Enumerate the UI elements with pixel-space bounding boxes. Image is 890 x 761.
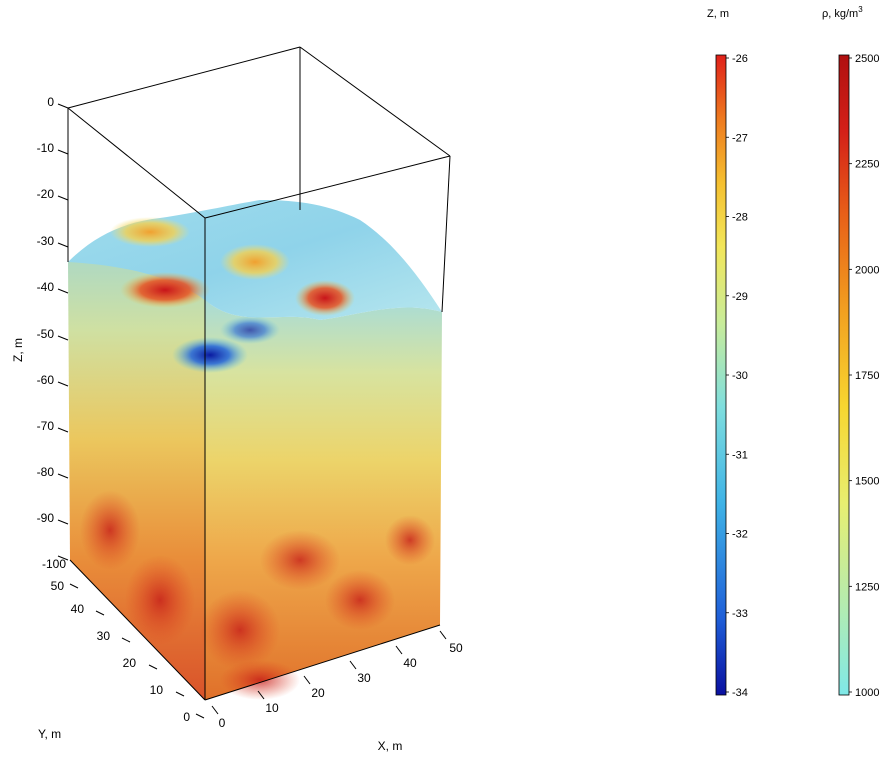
z-axis-label: Z, m bbox=[11, 338, 25, 362]
surface-colorbar-tick-label: -27 bbox=[732, 132, 748, 144]
x-axis-label: X, m bbox=[378, 739, 403, 753]
density-colorbar-tick-label: 1500 bbox=[855, 476, 879, 488]
z-tick: -60 bbox=[37, 373, 55, 387]
x-tick-labels: 0 10 20 30 40 50 bbox=[219, 641, 463, 730]
x-tick: 20 bbox=[311, 686, 325, 700]
y-tick: 40 bbox=[71, 602, 85, 616]
z-tick: -40 bbox=[37, 280, 55, 294]
density-colorbar-tick-label: 1000 bbox=[855, 687, 879, 699]
surface-colorbar-tick-label: -29 bbox=[732, 291, 748, 303]
y-tick: 30 bbox=[97, 629, 111, 643]
y-axis-label: Y, m bbox=[38, 727, 61, 741]
y-tick: 10 bbox=[150, 683, 164, 697]
z-tick: -70 bbox=[37, 419, 55, 433]
density-colorbar-tick-label: 1750 bbox=[855, 370, 879, 382]
density-colorbar-tick-label: 1250 bbox=[855, 581, 879, 593]
density-colorbar-ramp bbox=[838, 54, 850, 696]
block-model: 0 -10 -20 -30 -40 -50 -60 -70 -80 -90 -1… bbox=[11, 46, 463, 753]
surface-colorbar-tick-label: -31 bbox=[732, 449, 748, 461]
density-colorbar-title-sup: 3 bbox=[858, 5, 863, 14]
x-tick: 40 bbox=[403, 656, 417, 670]
surface-colorbar-tick-label: -34 bbox=[732, 687, 748, 699]
z-tick: -20 bbox=[37, 187, 55, 201]
z-tick: 0 bbox=[47, 95, 54, 109]
bounding-box bbox=[67, 46, 451, 701]
surface-colorbar-tick-label: -32 bbox=[732, 529, 748, 541]
z-tick: -90 bbox=[37, 511, 55, 525]
y-tick: 0 bbox=[183, 710, 190, 724]
y-tick: 50 bbox=[51, 579, 65, 593]
density-colorbar-tick-label: 2000 bbox=[855, 264, 879, 276]
y-tick: 20 bbox=[123, 656, 137, 670]
density-colorbar-tick-label: 2500 bbox=[855, 53, 879, 65]
density-colorbar-tick-label: 2250 bbox=[855, 159, 879, 171]
surface-colorbar: Z, m -26 -27 -28 -29 -30 -31 -32 -33 -34 bbox=[707, 8, 748, 699]
z-tick: -10 bbox=[37, 141, 55, 155]
y-tick-labels: 0 10 20 30 40 50 bbox=[51, 579, 191, 724]
z-tick: -50 bbox=[37, 327, 55, 341]
surface-colorbar-ramp bbox=[715, 54, 727, 696]
x-tick: 10 bbox=[265, 701, 279, 715]
surface-colorbar-tick-label: -30 bbox=[732, 370, 748, 382]
x-tick: 0 bbox=[219, 716, 226, 730]
density-colorbar-title-text: ρ, kg/m bbox=[822, 8, 858, 20]
z-tick: -100 bbox=[42, 557, 66, 571]
surface-colorbar-tick-label: -33 bbox=[732, 608, 748, 620]
z-tick: -80 bbox=[37, 465, 55, 479]
x-tick: 30 bbox=[357, 671, 371, 685]
surface-colorbar-title: Z, m bbox=[707, 8, 729, 20]
surface-colorbar-tick-label: -26 bbox=[732, 53, 748, 65]
z-tick-labels: 0 -10 -20 -30 -40 -50 -60 -70 -80 -90 -1… bbox=[37, 95, 67, 571]
density-colorbar-title: ρ, kg/m3 bbox=[822, 5, 863, 20]
surface-colorbar-tick-label: -28 bbox=[732, 212, 748, 224]
z-tick: -30 bbox=[37, 234, 55, 248]
density-colorbar: ρ, kg/m3 2500 2250 2000 1750 1500 1250 1000 bbox=[822, 5, 879, 699]
x-tick: 50 bbox=[449, 641, 463, 655]
